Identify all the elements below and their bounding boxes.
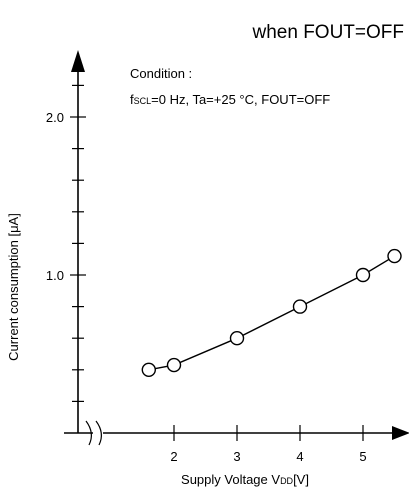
x-axis-label-subscript: DD: [280, 476, 293, 486]
axes-group: [64, 50, 409, 446]
y-axis-arrow: [71, 50, 85, 72]
data-point: [387, 248, 402, 264]
condition-label: Condition :: [130, 66, 192, 81]
condition-detail: fSCL=0 Hz, Ta=+25 °C, FOUT=OFF: [130, 92, 330, 107]
x-axis-break-mark-1: [85, 420, 92, 446]
condition-f-subscript: SCL: [134, 96, 152, 106]
data-point: [229, 331, 245, 346]
x-tick-label: 5: [359, 449, 366, 464]
condition-f: f: [130, 92, 134, 107]
x-tick-label: 2: [170, 449, 177, 464]
condition-rest: =0 Hz, Ta=+25 °C, FOUT=OFF: [151, 92, 330, 107]
y-tick-label: 1.0: [46, 268, 64, 283]
y-tick-label: 2.0: [46, 110, 64, 125]
x-axis-break-mark-2: [95, 420, 102, 446]
x-tick-label: 3: [233, 449, 240, 464]
data-point: [141, 362, 157, 377]
data-point: [166, 357, 182, 373]
y-axis-label: Current consumption [μA]: [6, 213, 21, 361]
data-point: [355, 267, 371, 283]
x-tick-label: 4: [296, 449, 303, 464]
chart-title: when FOUT=OFF: [252, 22, 405, 43]
data-point: [292, 299, 308, 314]
x-axis-label-unit: [V]: [293, 472, 309, 487]
x-axis-arrow: [392, 426, 409, 440]
ticks-group: 1.0 2.0 2 3 4 5: [46, 84, 367, 464]
x-axis-label-main: Supply Voltage V: [181, 472, 280, 487]
series-group: [141, 248, 402, 377]
x-axis-label: Supply Voltage VDD[V]: [181, 472, 309, 487]
